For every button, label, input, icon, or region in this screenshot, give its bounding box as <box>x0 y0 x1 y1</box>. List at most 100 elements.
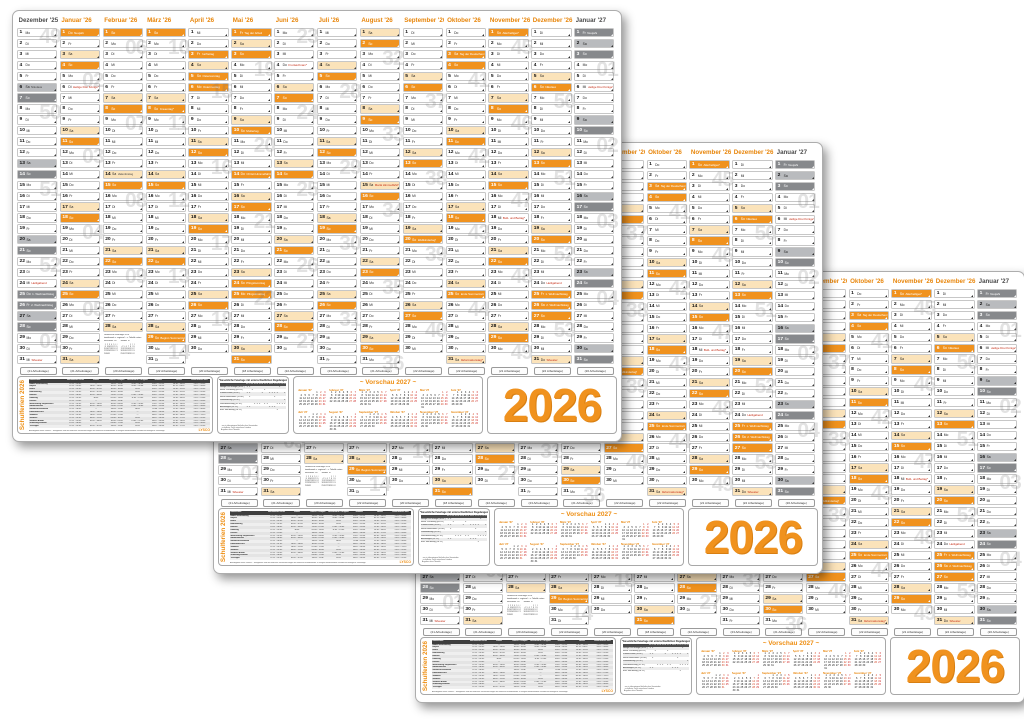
day-cell: 28 Di <box>591 583 632 593</box>
day-abbr: Sa <box>741 206 745 210</box>
arbeitstage-box: (18 Arbeitstage) <box>434 498 472 507</box>
day-cell: 1 Fr Neujahr <box>775 160 816 170</box>
day-number: 25 <box>649 424 654 429</box>
day-abbr: Do <box>111 74 115 78</box>
day-cell: 29 Mi <box>591 594 632 604</box>
day-cell: 28 Do <box>775 454 816 464</box>
day-abbr: Mi <box>227 490 230 494</box>
day-number: 13 <box>937 422 942 427</box>
day-number: 9 <box>894 378 899 383</box>
day-number: 5 <box>62 74 67 79</box>
day-number: 8 <box>692 238 697 243</box>
day-note: Neujahr <box>788 163 798 167</box>
arbeitstage-box: (21 Arbeitstage) <box>465 627 503 636</box>
arbeitstage-box: (23 Arbeitstage) <box>722 627 760 636</box>
mini-month-grid: 1 2 3 4 5 6 7 8 9 10 11 12 13 14 15 16 17 18 19 20 21 22 23 24 2… <box>854 675 881 690</box>
day-abbr: Mi <box>699 272 702 276</box>
day-abbr: So <box>429 586 433 590</box>
day-number: 8 <box>649 238 654 243</box>
day-cell: 28 Di <box>720 583 761 593</box>
day-number: 28 <box>465 585 470 590</box>
day-number: 7 <box>778 228 783 233</box>
day-abbr: Do <box>900 335 904 339</box>
mini-day <box>553 561 557 563</box>
day-abbr: Mo <box>742 381 747 385</box>
day-abbr: Sa <box>785 479 789 483</box>
day-number: 28 <box>20 324 25 329</box>
day-cell: 30 Do <box>720 605 761 615</box>
day-abbr: Fr <box>69 270 72 274</box>
day-abbr: Mi <box>943 379 946 383</box>
day-cell: 29 Mi <box>389 465 430 475</box>
mini-month-grid: 1 2 3 4 5 6 7 8 9 10 11 12 13 14 15 16 17 18 19 20 21 22 23 24 2… <box>321 476 336 487</box>
day-number: 3 <box>980 313 985 318</box>
day-number: 22 <box>894 520 899 525</box>
day-abbr: Sa <box>784 174 788 178</box>
day-cell: 28 Mo <box>603 454 644 464</box>
day-abbr: Di <box>69 238 72 242</box>
day-abbr: Sa <box>227 446 231 450</box>
day-number: 10 <box>980 389 985 394</box>
day-number: 6 <box>692 217 697 222</box>
day-number: 31 <box>551 618 556 623</box>
day-number: 28 <box>478 456 483 461</box>
day-number: 21 <box>894 509 899 514</box>
day-cell: 29 Fr <box>432 465 473 475</box>
feiertage-table: BW BY BE BB HB HH HE MV NI NW RP SL SN ST SH TH Heilige … <box>421 514 487 545</box>
day-number: 25 <box>778 424 783 429</box>
day-number: 28 <box>808 585 813 590</box>
day-number: 19 <box>692 358 697 363</box>
day-number: 31 <box>637 618 642 623</box>
day-note: Allerheiligen* <box>905 292 922 296</box>
day-abbr: Mo <box>656 435 661 439</box>
day-number: 10 <box>20 128 25 133</box>
day-abbr: Mo <box>26 107 31 111</box>
schulferien-dates: 30.03. - 11.04. <box>307 557 328 560</box>
day-number: 24 <box>778 413 783 418</box>
vorschau-title: ~ Vorschau 2027 ~ <box>495 511 683 518</box>
day-number: 25 <box>894 553 899 558</box>
day-cell: 28 Mi <box>462 583 504 593</box>
day-number: 15 <box>692 315 697 320</box>
day-abbr: Do <box>655 163 659 167</box>
day-number: 2 <box>105 41 110 46</box>
arbeitstage-box: (21 Arbeitstage) <box>894 627 932 636</box>
day-note: 2. Weihnachtstag <box>747 435 769 439</box>
day-abbr: Di <box>699 337 702 341</box>
day-abbr: Do <box>69 183 73 187</box>
mini-month: Mai '27 1 2 3 4 5 6 7 8 9 10 11 12 13 14 15 16 17 18 19 20 21… <box>621 521 649 541</box>
day-number: 1 <box>778 162 783 167</box>
month-header-label: November '26 <box>893 276 933 287</box>
day-note: Heiligabend <box>949 542 964 546</box>
day-note: Nikolaus <box>31 85 42 89</box>
day-number: 4 <box>894 324 899 329</box>
mini-day <box>847 687 851 690</box>
day-number: 30 <box>423 607 428 612</box>
day-cell: 1 Do <box>848 289 889 299</box>
day-abbr: Di <box>227 479 230 483</box>
day-abbr: Mi <box>26 281 29 285</box>
mini-month: Juli '27 1 2 3 4 5 6 7 8 9 10 11 12 13 14 15 16 17 18 19 20 2… <box>701 672 729 692</box>
day-number: 27 <box>680 575 685 580</box>
day-abbr: Mi <box>943 303 946 307</box>
day-abbr: Mo <box>784 272 789 276</box>
day-abbr: Mo <box>785 424 790 428</box>
